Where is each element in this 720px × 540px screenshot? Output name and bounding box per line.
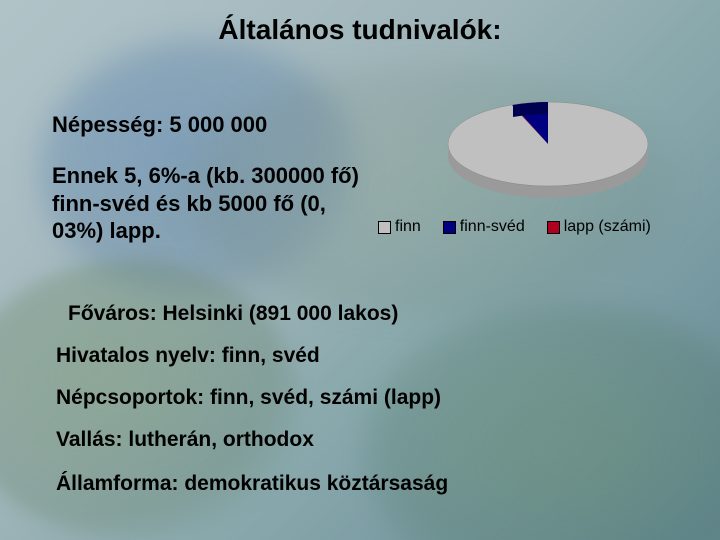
legend-swatch-lapp: [547, 221, 560, 234]
legend-label-lapp: lapp (számi): [564, 218, 651, 236]
fact-population: Népesség: 5 000 000: [52, 112, 267, 138]
fact-religion: Vallás: lutherán, orthodox: [56, 428, 314, 452]
pie-svg: [438, 96, 658, 206]
legend-item-lapp: lapp (számi): [547, 218, 651, 236]
population-pie-chart: finn finn-svéd lapp (számi): [378, 96, 698, 276]
legend-item-finnsved: finn-svéd: [443, 218, 525, 236]
slide-root: Általános tudnivalók: Népesség: 5 000 00…: [0, 0, 720, 540]
pie-legend: finn finn-svéd lapp (számi): [378, 218, 698, 236]
legend-label-finn: finn: [395, 218, 421, 236]
fact-gov: Államforma: demokratikus köztársaság: [56, 472, 448, 496]
legend-item-finn: finn: [378, 218, 421, 236]
page-title: Általános tudnivalók:: [0, 14, 720, 46]
fact-capital: Főváros: Helsinki (891 000 lakos): [68, 302, 398, 326]
legend-label-finnsved: finn-svéd: [460, 218, 525, 236]
legend-swatch-finn: [378, 221, 391, 234]
fact-breakdown: Ennek 5, 6%-a (kb. 300000 fő) finn-svéd …: [52, 162, 362, 245]
fact-ethnic: Népcsoportok: finn, svéd, számi (lapp): [56, 386, 441, 410]
bg-land-se: [360, 300, 720, 540]
legend-swatch-finnsved: [443, 221, 456, 234]
fact-language: Hivatalos nyelv: finn, svéd: [56, 344, 320, 368]
